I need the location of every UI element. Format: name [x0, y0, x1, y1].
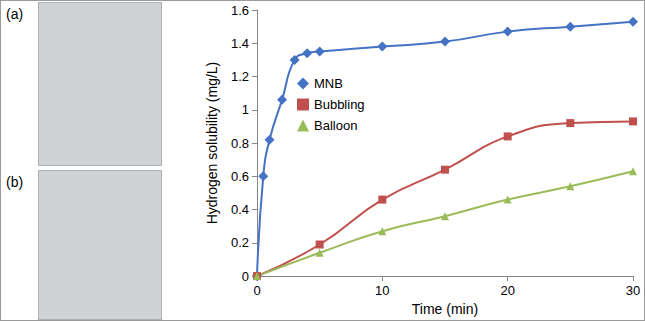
svg-text:0.2: 0.2	[231, 235, 249, 250]
svg-text:0.6: 0.6	[231, 169, 249, 184]
svg-text:Hydrogen solubility (mg/L): Hydrogen solubility (mg/L)	[204, 62, 220, 225]
svg-text:MNB: MNB	[314, 76, 343, 91]
svg-text:1: 1	[242, 102, 249, 117]
html-text:(b): (b)	[6, 174, 24, 190]
svg-text:0: 0	[253, 283, 260, 298]
svg-text:1.2: 1.2	[231, 69, 249, 84]
svg-text:Balloon: Balloon	[314, 118, 357, 133]
svg-text:20: 20	[500, 283, 514, 298]
html-text:(a): (a)	[6, 6, 24, 22]
svg-text:30: 30	[626, 283, 640, 298]
svg-text:0.4: 0.4	[231, 202, 249, 217]
svg-text:Bubbling: Bubbling	[314, 97, 365, 112]
svg-text:10: 10	[375, 283, 389, 298]
svg-text:0: 0	[242, 269, 249, 284]
svg-text:1.6: 1.6	[231, 3, 249, 18]
svg-text:Time (min): Time (min)	[412, 301, 478, 317]
svg-text:1.4: 1.4	[231, 36, 249, 51]
svg-text:0.8: 0.8	[231, 136, 249, 151]
